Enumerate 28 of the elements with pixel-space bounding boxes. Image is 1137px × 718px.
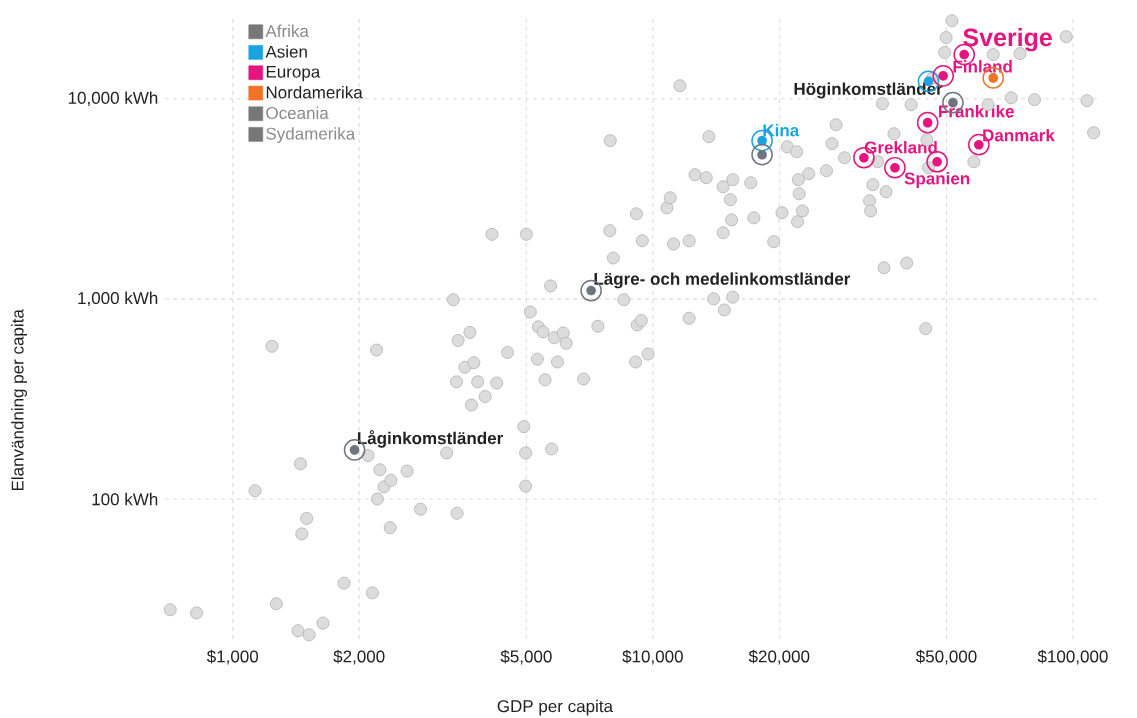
y-tick-label: 100 kWh: [92, 492, 158, 506]
annotation: Finland: [953, 60, 1012, 73]
annotation: Kina: [763, 123, 800, 137]
annotation: Lägre- och medelinkomstländer: [594, 272, 851, 289]
x-tick-label: $50,000: [915, 649, 977, 665]
annotation: Grekland: [864, 140, 937, 154]
legend-label: Europa: [266, 65, 321, 82]
x-tick-label: $20,000: [748, 649, 810, 665]
legend-label: Nordamerika: [266, 85, 363, 99]
annotation: Sverige: [963, 27, 1052, 52]
legend-label: Afrika: [265, 24, 309, 38]
legend-label: Sydamerika: [266, 127, 356, 144]
x-tick-label: $1,000: [206, 649, 259, 665]
y-axis-title: Elanvändning per capita: [11, 309, 27, 491]
annotation: Låginkomstländer: [357, 430, 503, 448]
annotation: Frankrike: [939, 104, 1014, 118]
y-tick-label: 1,000 kWh: [78, 291, 158, 307]
annotation: Höginkomstländer: [794, 82, 943, 99]
x-tick-label: $5,000: [500, 649, 552, 665]
x-tick-label: $100,000: [1037, 649, 1108, 665]
annotation: Danmark: [983, 128, 1055, 142]
legend-label: Asien: [265, 45, 307, 58]
x-axis-title: GDP per capita: [497, 699, 614, 716]
x-tick-label: $10,000: [622, 649, 683, 665]
y-tick-label: 10,000 kWh: [68, 91, 158, 106]
legend-label: Oceania: [266, 106, 329, 120]
x-tick-label: $2,000: [333, 649, 385, 665]
annotation: Spanien: [904, 172, 970, 188]
